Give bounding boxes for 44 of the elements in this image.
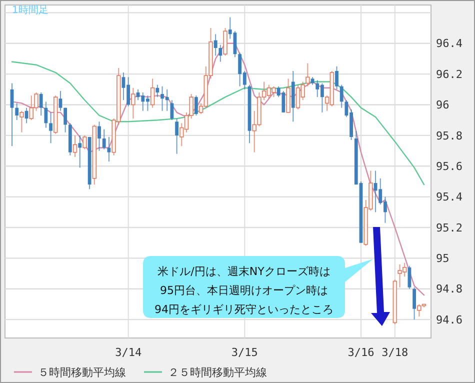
- candlestick: [335, 66, 338, 90]
- candlestick: [82, 134, 87, 150]
- candlestick: [107, 136, 111, 162]
- candlestick: [131, 87, 136, 120]
- candlestick: [223, 28, 228, 56]
- candlestick: [156, 84, 160, 98]
- x-tick-label: 3/14: [115, 346, 142, 359]
- y-tick-label: 96.2: [436, 68, 462, 81]
- x-tick-label: 3/18: [382, 346, 408, 359]
- y-tick-label: 95.8: [436, 129, 462, 142]
- candlestick: [64, 107, 68, 133]
- legend-label: ５時間移動平均線: [38, 366, 126, 379]
- y-tick-label: 96.4: [436, 37, 463, 50]
- candlestick: [98, 121, 101, 152]
- chart-title: 1時間足: [12, 4, 48, 16]
- candlestick: [175, 118, 178, 154]
- candlestick: [340, 84, 344, 108]
- candlestick: [150, 78, 155, 108]
- candlestick: [58, 90, 62, 112]
- candlestick: [102, 128, 106, 150]
- candlestick: [20, 110, 24, 133]
- y-tick-label: 95.4: [436, 190, 463, 204]
- y-tick-label: 94.6: [436, 313, 462, 326]
- candlestick: [412, 286, 416, 320]
- line-series: [11, 61, 425, 186]
- annotation: 米ドル/円は、週末NYクローズ時は 95円台、本日週明けオープン時は 94円をギリギリ死守といったところ: [154, 264, 334, 316]
- candlestick: [44, 101, 48, 128]
- y-tick-label: 96: [436, 98, 450, 112]
- x-tick-label: 3/16: [348, 346, 374, 359]
- candlestick: [218, 44, 222, 62]
- candlestick: [15, 102, 19, 121]
- candlestick: [39, 92, 43, 116]
- y-tick-label: 95.2: [436, 221, 462, 234]
- candlestick: [49, 112, 52, 144]
- candlestick: [72, 134, 78, 158]
- y-tick-label: 95.6: [436, 160, 462, 173]
- legend-label: ２５時間移動平均線: [168, 366, 267, 379]
- x-tick-label: 3/15: [231, 346, 258, 359]
- candlestick: [214, 34, 218, 56]
- y-tick-label: 94.8: [436, 282, 462, 296]
- candlestick: [194, 95, 198, 116]
- y-tick-label: 95: [436, 252, 450, 266]
- candlestick: [306, 62, 310, 87]
- candlestick: [78, 134, 82, 168]
